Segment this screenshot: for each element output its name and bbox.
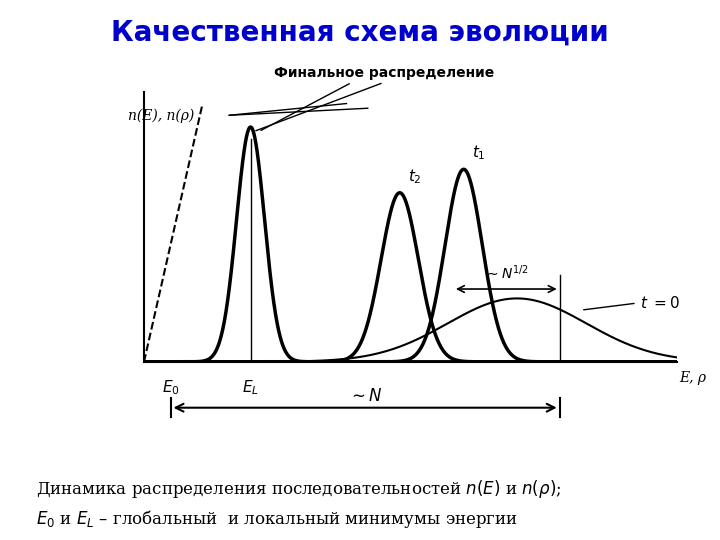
Text: Динамика распределения последовательностей $n(E)$ и $n(\rho)$;: Динамика распределения последовательност… [36, 478, 562, 500]
Text: $t\ {=}0$: $t\ {=}0$ [639, 295, 680, 311]
Text: $E_0$ и $E_L$ – глобальный  и локальный минимумы энергии: $E_0$ и $E_L$ – глобальный и локальный м… [36, 508, 518, 530]
Text: Финальное распределение: Финальное распределение [274, 66, 494, 80]
Text: Качественная схема эволюции: Качественная схема эволюции [111, 19, 609, 47]
Text: E, ρ: E, ρ [680, 371, 706, 385]
Text: $\sim N$: $\sim N$ [348, 388, 382, 405]
Text: $t_1$: $t_1$ [472, 144, 485, 162]
Text: $t_2$: $t_2$ [408, 167, 421, 186]
Text: $\sim N^{1/2}$: $\sim N^{1/2}$ [484, 264, 528, 282]
Text: n(E), n(ρ): n(E), n(ρ) [128, 108, 194, 123]
Text: $E_L$: $E_L$ [242, 378, 259, 397]
Text: $E_0$: $E_0$ [162, 378, 179, 397]
